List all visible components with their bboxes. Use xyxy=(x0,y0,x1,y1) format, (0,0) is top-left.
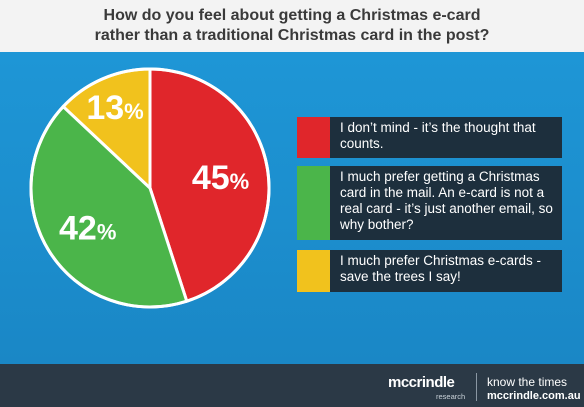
pie-outline xyxy=(29,67,271,309)
legend-swatch-green xyxy=(297,166,330,240)
tagline: know the times xyxy=(487,375,568,389)
pie-value-label: 42% xyxy=(59,210,116,248)
brand-subtitle: research xyxy=(436,392,466,401)
legend-item-1: I don’t mind - it’s the thought that cou… xyxy=(297,117,562,158)
legend-item-3: I much prefer Christmas e-cards - save t… xyxy=(297,250,562,292)
footer xyxy=(0,364,584,407)
chart-title: How do you feel about getting a Christma… xyxy=(0,0,584,52)
legend-label-3: I much prefer Christmas e-cards - save t… xyxy=(340,253,542,284)
brand-logo: mccrindle xyxy=(388,374,455,391)
pie-value-label: 13% xyxy=(86,89,143,127)
legend-label-1: I don’t mind - it’s the thought that cou… xyxy=(340,120,536,151)
pie-value-label: 45% xyxy=(192,159,249,197)
legend-label-2: I much prefer getting a Christmas card i… xyxy=(340,169,553,232)
footer-divider xyxy=(476,373,477,401)
legend-swatch-yellow xyxy=(297,250,330,292)
title-line-2: rather than a traditional Christmas card… xyxy=(94,27,490,44)
website-url: mccrindle.com.au xyxy=(487,390,581,402)
pie-chart: 45% 42% 13% xyxy=(29,67,271,309)
title-line-1: How do you feel about getting a Christma… xyxy=(103,7,481,24)
legend-swatch-red xyxy=(297,117,330,158)
legend-item-2: I much prefer getting a Christmas card i… xyxy=(297,166,562,240)
